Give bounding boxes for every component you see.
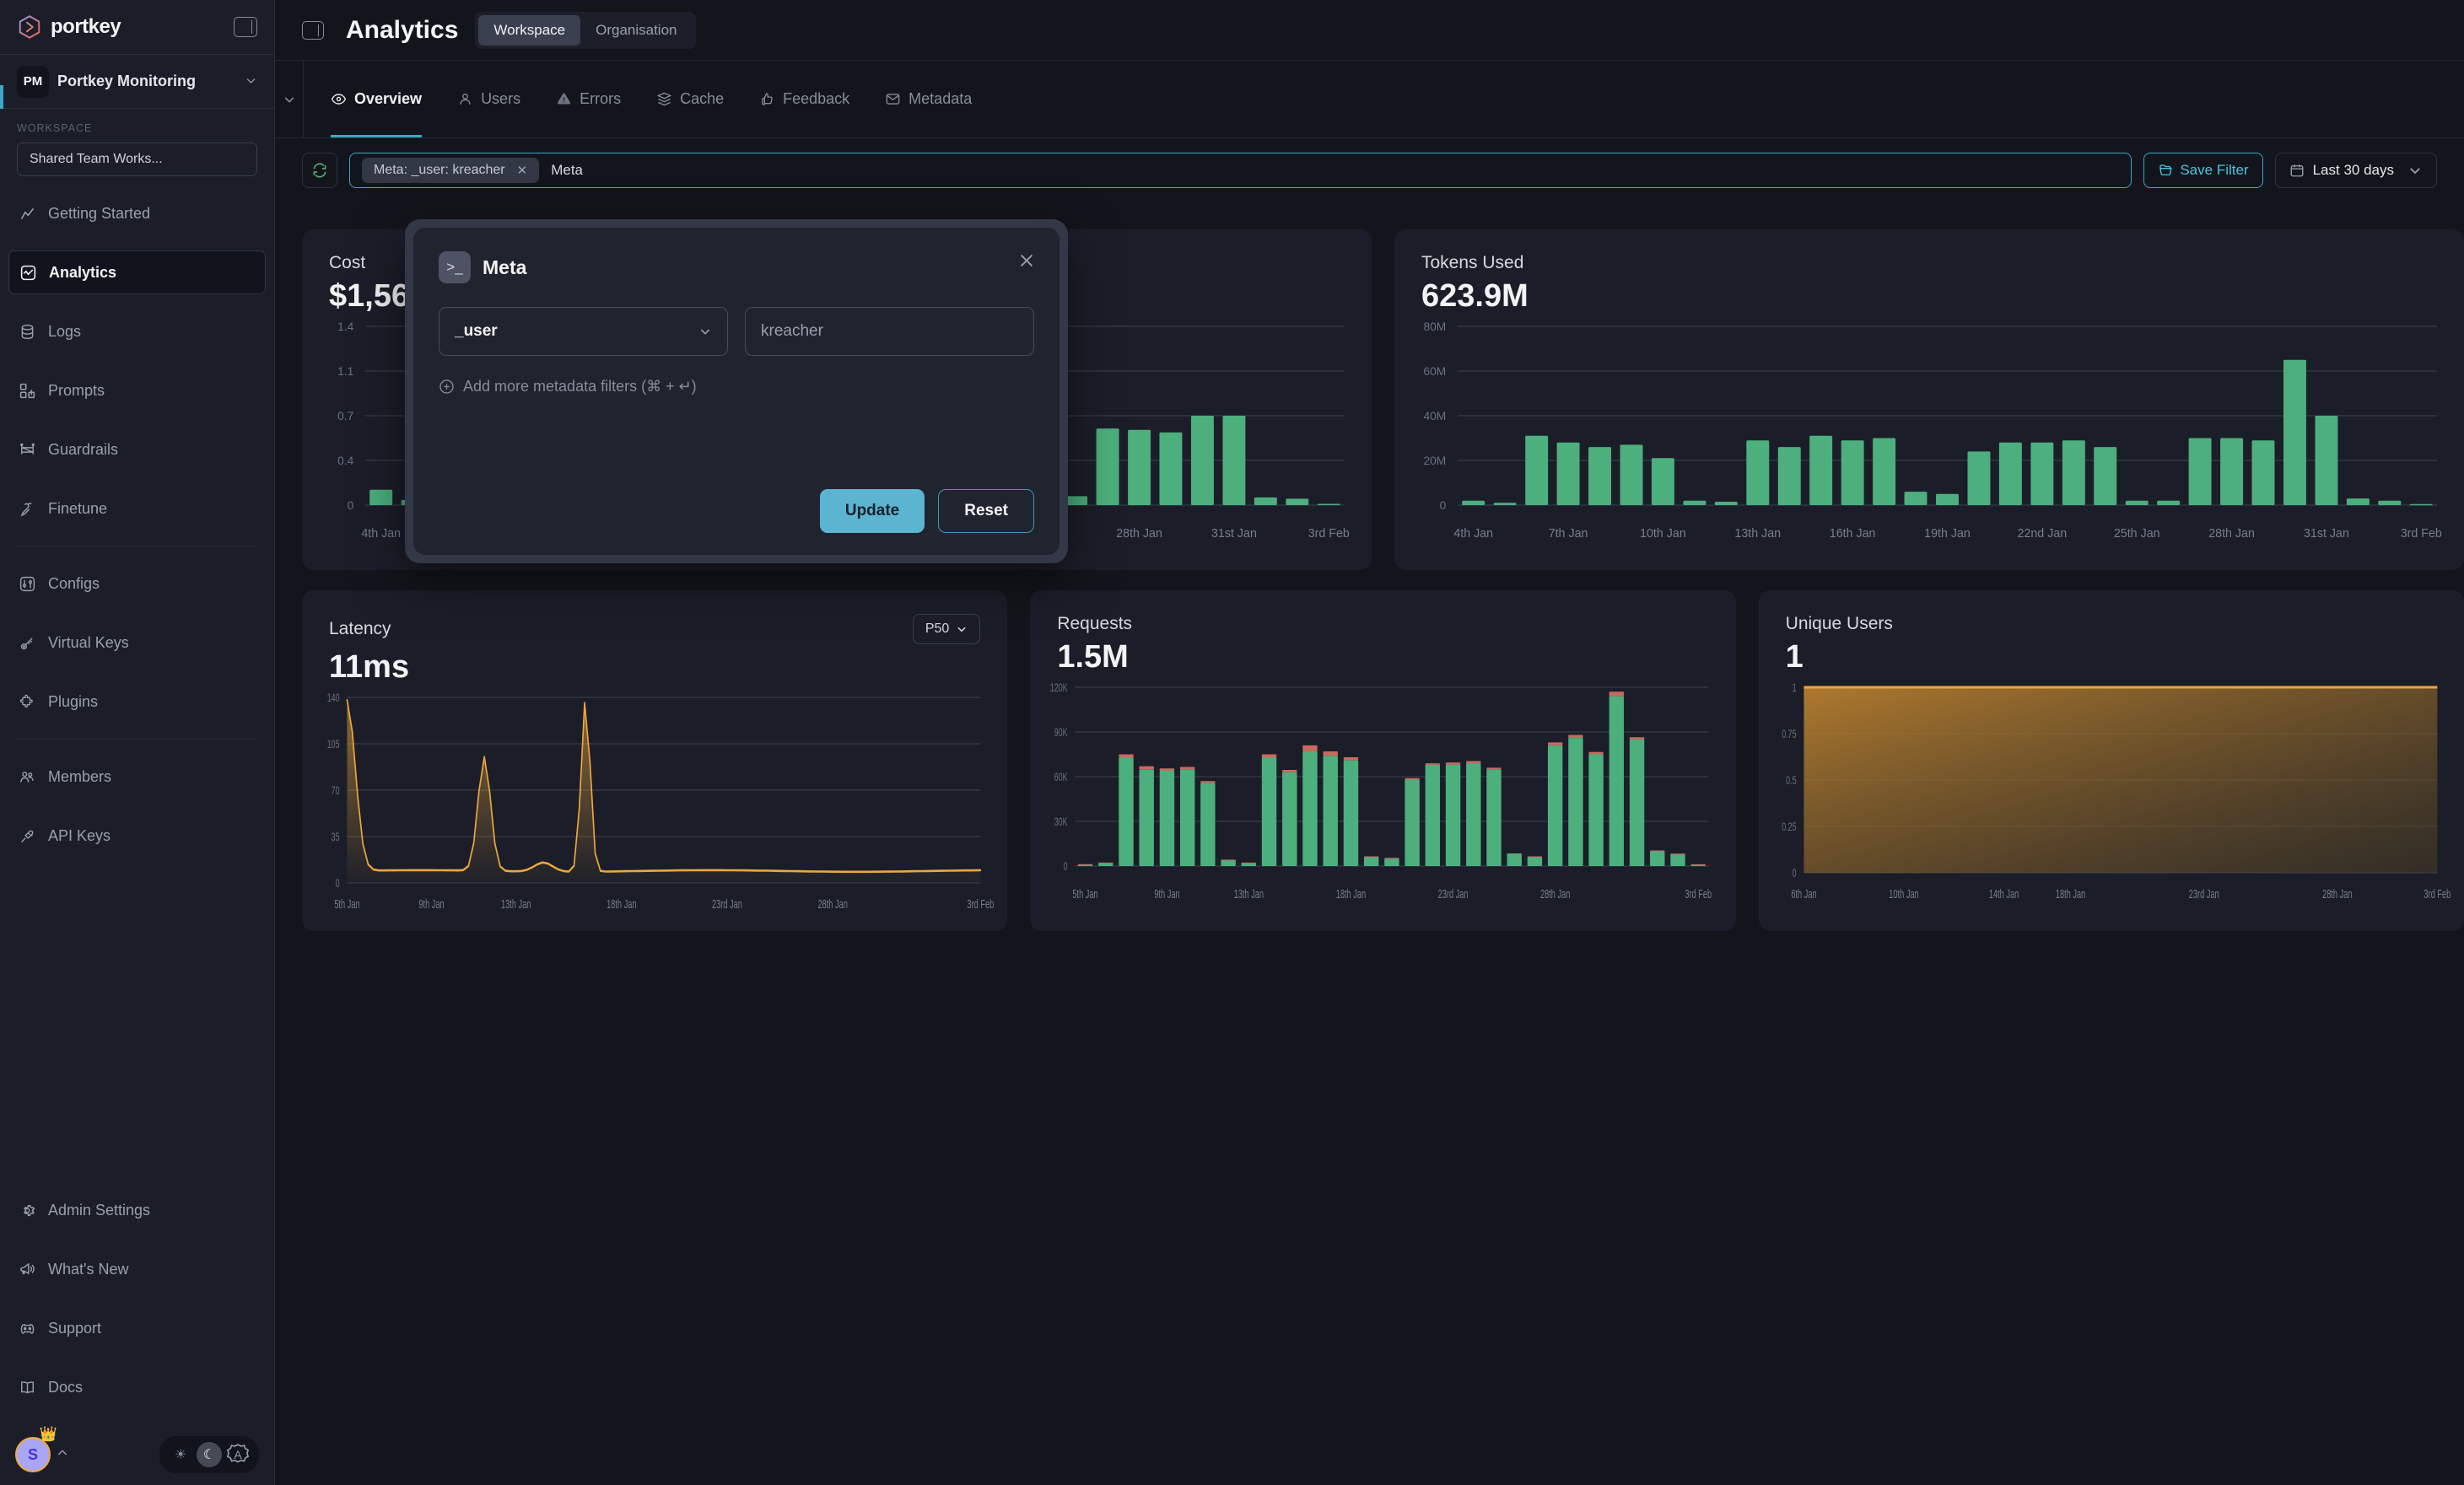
svg-text:16th Jan: 16th Jan — [1830, 527, 1876, 541]
svg-text:31st Jan: 31st Jan — [2304, 527, 2349, 541]
svg-text:0: 0 — [1064, 860, 1068, 874]
svg-text:7th Jan: 7th Jan — [1549, 527, 1588, 541]
svg-text:13th Jan: 13th Jan — [1234, 887, 1264, 901]
svg-text:13th Jan: 13th Jan — [501, 897, 531, 912]
svg-text:70: 70 — [332, 784, 340, 798]
svg-text:28th Jan: 28th Jan — [2208, 527, 2255, 541]
svg-text:5th Jan: 5th Jan — [1073, 887, 1098, 901]
svg-text:18th Jan: 18th Jan — [1336, 887, 1366, 901]
svg-text:28th Jan: 28th Jan — [817, 897, 847, 912]
svg-text:19th Jan: 19th Jan — [1924, 527, 1971, 541]
svg-text:3rd Feb: 3rd Feb — [1685, 887, 1712, 901]
svg-text:0.7: 0.7 — [337, 409, 353, 422]
svg-text:30K: 30K — [1054, 815, 1068, 829]
svg-text:90K: 90K — [1054, 726, 1068, 740]
svg-text:23rd Jan: 23rd Jan — [1438, 887, 1469, 901]
svg-text:5th Jan: 5th Jan — [334, 897, 359, 912]
svg-text:28th Jan: 28th Jan — [2322, 887, 2352, 901]
svg-text:10th Jan: 10th Jan — [1640, 527, 1686, 541]
svg-text:0.75: 0.75 — [1782, 728, 1797, 741]
svg-text:9th Jan: 9th Jan — [418, 897, 444, 912]
svg-text:0: 0 — [1792, 867, 1796, 880]
svg-text:28th Jan: 28th Jan — [1540, 887, 1570, 901]
svg-text:1.4: 1.4 — [337, 320, 353, 333]
svg-text:0: 0 — [1440, 498, 1447, 512]
svg-text:0: 0 — [336, 877, 340, 890]
svg-text:0.25: 0.25 — [1782, 821, 1797, 834]
svg-text:4th Jan: 4th Jan — [1453, 527, 1493, 541]
svg-text:3rd Feb: 3rd Feb — [2401, 527, 2442, 541]
svg-text:31st Jan: 31st Jan — [1211, 527, 1257, 541]
svg-text:105: 105 — [327, 738, 340, 751]
svg-text:14th Jan: 14th Jan — [1989, 887, 2019, 901]
svg-text:23rd Jan: 23rd Jan — [712, 897, 742, 912]
svg-text:9th Jan: 9th Jan — [1155, 887, 1180, 901]
svg-text:40M: 40M — [1423, 409, 1446, 422]
svg-text:25th Jan: 25th Jan — [2114, 527, 2160, 541]
svg-text:20M: 20M — [1423, 454, 1446, 467]
svg-text:60K: 60K — [1054, 771, 1068, 784]
svg-text:120K: 120K — [1050, 681, 1068, 695]
svg-text:0.4: 0.4 — [337, 454, 353, 467]
svg-text:22nd Jan: 22nd Jan — [2018, 527, 2068, 541]
svg-text:3rd Feb: 3rd Feb — [967, 897, 994, 912]
svg-text:18th Jan: 18th Jan — [2056, 887, 2085, 901]
svg-text:4th Jan: 4th Jan — [361, 527, 401, 541]
svg-text:18th Jan: 18th Jan — [607, 897, 636, 912]
svg-text:35: 35 — [332, 831, 340, 844]
svg-text:80M: 80M — [1423, 320, 1446, 333]
svg-text:13th Jan: 13th Jan — [1734, 527, 1781, 541]
svg-text:10th Jan: 10th Jan — [1889, 887, 1918, 901]
svg-text:3rd Feb: 3rd Feb — [1308, 527, 1350, 541]
svg-text:28th Jan: 28th Jan — [1116, 527, 1162, 541]
svg-text:6th Jan: 6th Jan — [1791, 887, 1816, 901]
svg-text:1.1: 1.1 — [337, 364, 353, 378]
svg-text:1: 1 — [1792, 681, 1796, 695]
svg-text:0: 0 — [348, 498, 354, 512]
svg-text:140: 140 — [327, 691, 340, 705]
svg-text:3rd Feb: 3rd Feb — [2424, 887, 2451, 901]
svg-text:23rd Jan: 23rd Jan — [2188, 887, 2219, 901]
svg-text:0.5: 0.5 — [1786, 774, 1797, 788]
svg-text:60M: 60M — [1423, 364, 1446, 378]
